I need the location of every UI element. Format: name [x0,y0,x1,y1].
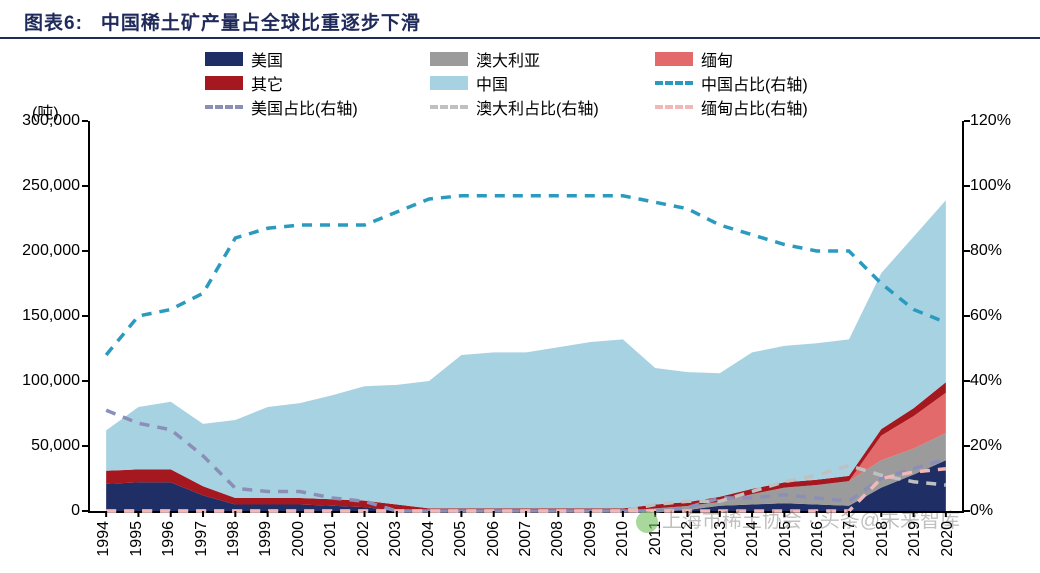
x-tick-label: 1999 [257,521,275,557]
y2-axis-labels: 0%20%40%60%80%100%120% [970,121,1020,511]
x-tick-label: 2003 [387,521,405,557]
legend-item-china_share: 中国占比(右轴) [655,71,835,95]
x-tick-label: 2005 [452,521,470,557]
line-china_share [106,196,946,355]
legend-label: 缅甸占比(右轴) [701,95,808,119]
y1-tick-label: 50,000 [10,437,80,455]
x-tick-label: 1995 [128,521,146,557]
y1-tick-label: 250,000 [10,177,80,195]
y1-tick-label: 200,000 [10,242,80,260]
legend-label: 其它 [251,71,283,95]
legend-swatch [430,105,468,109]
x-tick-label: 2001 [322,521,340,557]
x-axis-labels: 1994 1995 1996 1997 1998 1999 2000 2001 2002 2003… [88,515,964,573]
legend-swatch [205,52,243,66]
x-tick-label: 2016 [809,521,827,557]
x-tick-label: 1998 [225,521,243,557]
y2-tick-label: 40% [970,372,1020,390]
legend-item-china: 中国 [430,71,610,95]
y2-tick-label: 100% [970,177,1020,195]
y1-axis-labels: 050,000100,000150,000200,000250,000300,0… [10,121,80,511]
area-china [106,200,946,508]
x-tick-label: 2011 [647,521,665,555]
legend-swatch [655,81,693,85]
legend-label: 中国 [476,71,508,95]
x-tick-label: 2006 [485,521,503,557]
chart-title: 图表6: 中国稀土矿产量占全球比重逐步下滑 [0,0,1040,39]
x-tick-label: 2004 [420,521,438,557]
x-tick-label: 1996 [160,521,178,557]
x-tick-label: 2009 [582,521,600,557]
legend-item-usa: 美国 [205,47,385,71]
x-tick-label: 2000 [290,521,308,557]
y1-tick-label: 100,000 [10,372,80,390]
legend-swatch [205,76,243,90]
x-tick-label: 2018 [874,521,892,557]
legend-item-others: 其它 [205,71,385,95]
x-tick-label: 2007 [517,521,535,557]
legend-swatch [430,76,468,90]
y1-tick-label: 300,000 [10,112,80,130]
title-text: 中国稀土矿产量占全球比重逐步下滑 [101,13,421,34]
legend-label: 缅甸 [701,47,733,71]
legend-label: 中国占比(右轴) [701,71,808,95]
legend-swatch [430,52,468,66]
legend-item-usa_share: 美国占比(右轴) [205,95,385,119]
y2-tick-label: 80% [970,242,1020,260]
legend-item-australia: 澳大利亚 [430,47,610,71]
legend-swatch [205,105,243,109]
x-tick-label: 2013 [712,521,730,557]
y2-tick-label: 0% [970,502,1020,520]
title-prefix: 图表6: [24,13,83,34]
legend-swatch [655,105,693,109]
x-tick-label: 2008 [549,521,567,557]
x-tick-label: 2002 [355,521,373,557]
x-tick-label: 2017 [841,521,859,557]
x-tick-label: 2015 [777,521,795,557]
plot-area: (吨) 050,000100,000150,000200,000250,0003… [10,121,1020,551]
y1-tick-label: 150,000 [10,307,80,325]
legend-item-myanmar: 缅甸 [655,47,835,71]
x-tick-label: 2019 [906,521,924,557]
y2-tick-label: 120% [970,112,1020,130]
legend: 美国 澳大利亚 缅甸其它 中国 中国占比(右轴) 美国占比(右轴) 澳大利占比(右轴) 缅甸占… [0,39,1040,119]
plot [88,121,964,513]
x-tick-label: 2020 [939,521,957,557]
y1-tick-label: 0 [10,502,80,520]
y2-tick-label: 20% [970,437,1020,455]
legend-label: 澳大利亚 [476,47,540,71]
legend-label: 美国 [251,47,283,71]
x-tick-label: 2014 [744,521,762,557]
y2-tick-label: 60% [970,307,1020,325]
x-tick-label: 1994 [95,521,113,557]
legend-item-mya_share: 缅甸占比(右轴) [655,95,835,119]
legend-swatch [655,52,693,66]
legend-label: 澳大利占比(右轴) [476,95,599,119]
x-tick-label: 1997 [193,521,211,557]
x-tick-label: 2010 [614,521,632,557]
legend-item-aus_share: 澳大利占比(右轴) [430,95,610,119]
legend-label: 美国占比(右轴) [251,95,358,119]
x-tick-label: 2012 [679,521,697,557]
